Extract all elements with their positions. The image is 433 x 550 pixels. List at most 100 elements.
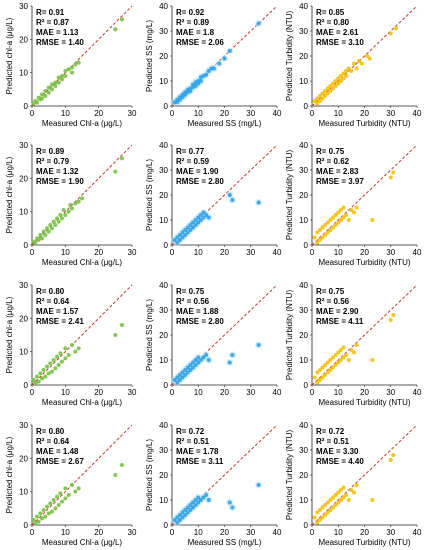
y-tick-label: 30 <box>19 281 28 290</box>
data-point <box>46 90 51 95</box>
data-point <box>70 206 74 211</box>
x-tick-label: 0 <box>170 388 175 397</box>
data-point <box>41 368 46 372</box>
data-point <box>55 354 59 359</box>
data-point <box>338 218 343 222</box>
data-point <box>346 498 351 502</box>
data-point <box>204 213 209 217</box>
data-point <box>323 89 328 93</box>
data-point <box>391 313 396 317</box>
data-point <box>325 91 330 96</box>
x-tick-label: 10 <box>194 388 203 397</box>
data-point <box>63 356 68 361</box>
data-point <box>50 509 54 514</box>
data-point <box>43 374 48 379</box>
data-point <box>183 233 188 237</box>
data-point <box>320 225 325 230</box>
data-point <box>323 233 328 237</box>
data-point <box>177 233 182 237</box>
y-tick-label: 30 <box>299 306 308 315</box>
data-point <box>51 358 56 362</box>
data-point <box>40 236 44 241</box>
x-tick-label: 20 <box>220 388 229 397</box>
y-tick-label: 0 <box>304 381 309 390</box>
data-point <box>317 378 322 382</box>
data-point <box>63 486 68 491</box>
data-point <box>63 69 68 73</box>
y-tick-label: 20 <box>19 174 28 183</box>
y-tick-label: 0 <box>304 521 309 530</box>
x-tick-label: 40 <box>413 388 422 397</box>
stat-label: R² = 0.59 <box>176 157 210 166</box>
x-tick-label: 20 <box>360 528 369 537</box>
x-tick-label: 40 <box>273 528 282 537</box>
y-tick-label: 20 <box>299 331 308 340</box>
x-tick-label: 30 <box>246 248 255 257</box>
data-point <box>50 369 54 374</box>
y-axis-label: Predicted Turbidity (NTU) <box>285 430 294 521</box>
data-point <box>113 333 118 337</box>
data-point <box>346 218 351 222</box>
data-point <box>180 515 185 520</box>
data-point <box>388 318 393 322</box>
data-point <box>388 175 393 180</box>
data-point <box>320 235 325 240</box>
y-tick-label: 30 <box>159 27 168 36</box>
y-tick-label: 30 <box>159 306 168 315</box>
data-point <box>48 223 53 227</box>
y-tick-label: 20 <box>299 191 308 200</box>
y-tick-label: 10 <box>19 348 28 357</box>
stat-label: MAE = 2.61 <box>316 28 359 37</box>
y-axis-label: Predicted SS (mg/L) <box>145 299 154 371</box>
stat-label: R= 0.80 <box>36 427 65 436</box>
x-tick-label: 30 <box>246 528 255 537</box>
data-point <box>40 92 44 97</box>
data-point <box>336 81 341 86</box>
data-point <box>341 215 346 220</box>
stat-label: R² = 0.62 <box>316 157 350 166</box>
y-tick-label: 40 <box>159 281 168 290</box>
data-point <box>70 70 74 75</box>
data-point <box>76 346 81 351</box>
data-point <box>331 86 335 91</box>
x-tick-label: 10 <box>334 248 343 257</box>
data-point <box>349 69 354 73</box>
x-axis-label: Measured Turbidity (NTU) <box>318 258 410 267</box>
data-point <box>53 80 58 85</box>
data-point <box>58 213 63 217</box>
data-point <box>341 205 346 210</box>
data-point <box>70 483 74 487</box>
stat-label: RMSE = 2.80 <box>176 177 224 186</box>
x-tick-label: 40 <box>273 248 282 257</box>
data-point <box>60 77 64 82</box>
data-point <box>175 235 180 240</box>
y-axis-label: Predicted chl-a (μg/L) <box>5 17 14 94</box>
stat-label: MAE = 1.32 <box>36 167 79 176</box>
y-tick-label: 0 <box>24 381 29 390</box>
y-tick-label: 0 <box>164 521 169 530</box>
stat-label: MAE = 1.48 <box>36 447 79 456</box>
stat-label: MAE = 1.57 <box>36 307 79 316</box>
data-point <box>196 495 201 500</box>
data-point <box>317 238 322 242</box>
data-point <box>227 360 232 365</box>
y-tick-label: 20 <box>299 52 308 61</box>
y-tick-label: 40 <box>159 141 168 150</box>
data-point <box>55 494 59 499</box>
stat-label: R² = 0.64 <box>36 297 70 306</box>
data-point <box>63 346 68 351</box>
y-tick-label: 10 <box>19 69 28 78</box>
data-point <box>196 355 201 360</box>
data-point <box>346 66 351 71</box>
data-point <box>328 498 333 502</box>
x-tick-label: 10 <box>334 388 343 397</box>
y-tick-label: 20 <box>159 191 168 200</box>
data-point <box>113 169 118 174</box>
data-point <box>333 223 338 227</box>
